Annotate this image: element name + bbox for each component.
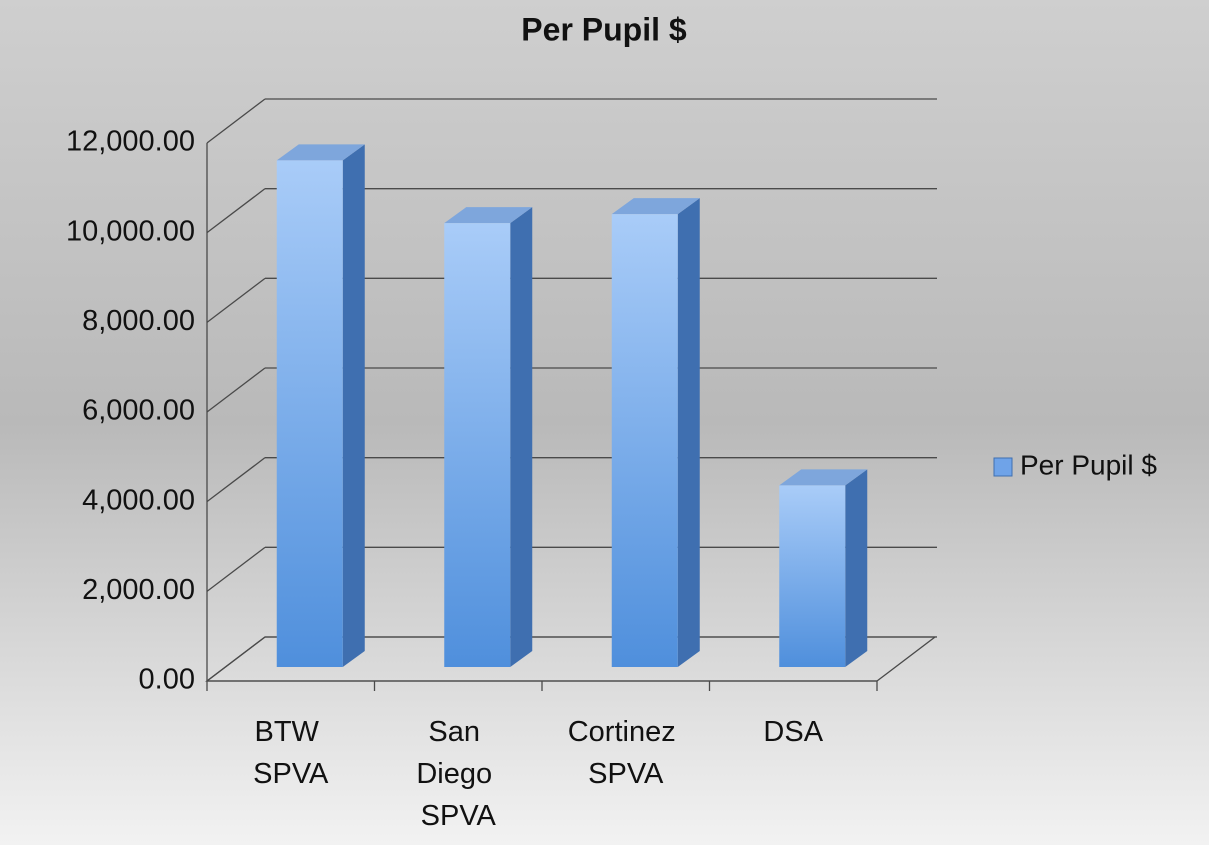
x-tick-label: DSA: [763, 716, 823, 748]
bar: [779, 485, 845, 667]
y-tick-label: 10,000.00: [66, 215, 195, 247]
y-tick-label: 6,000.00: [82, 395, 195, 427]
chart: Per Pupil $ 0.00 2,000.00 4,000.00 6,000.00…: [0, 0, 1209, 845]
chart-title: Per Pupil $: [521, 11, 687, 47]
bar-side: [845, 469, 867, 667]
bar-side: [343, 144, 365, 667]
bar-side: [510, 207, 532, 667]
page: Per Pupil $ 0.00 2,000.00 4,000.00 6,000.00…: [0, 0, 1209, 845]
legend-label: Per Pupil $: [1020, 449, 1157, 480]
bar: [277, 160, 343, 667]
y-tick-label: 12,000.00: [66, 126, 195, 158]
bar: [612, 214, 678, 667]
bar: [444, 223, 510, 667]
x-tick-label: San Diego SPVA: [416, 716, 500, 832]
legend-swatch: [994, 458, 1012, 476]
bar-side: [678, 198, 700, 667]
y-tick-label: 8,000.00: [82, 305, 195, 337]
y-tick-label: 0.00: [139, 664, 195, 696]
y-tick-label: 4,000.00: [82, 484, 195, 516]
y-tick-label: 2,000.00: [82, 574, 195, 606]
